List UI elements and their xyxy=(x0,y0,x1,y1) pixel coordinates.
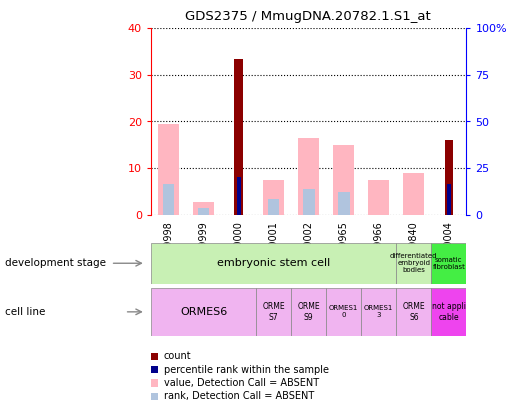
Bar xyxy=(263,180,284,215)
Text: ORME
S6: ORME S6 xyxy=(402,302,425,322)
Text: cell line: cell line xyxy=(5,307,46,317)
Bar xyxy=(151,288,256,336)
Bar xyxy=(151,243,396,284)
Bar xyxy=(163,184,174,215)
Text: not appli
cable: not appli cable xyxy=(432,302,466,322)
Text: count: count xyxy=(164,352,191,361)
Text: somatic
fibroblast: somatic fibroblast xyxy=(432,257,465,270)
Bar xyxy=(403,173,425,215)
Bar xyxy=(158,124,179,215)
Bar xyxy=(447,184,451,215)
Text: ORME
S7: ORME S7 xyxy=(262,302,285,322)
Bar xyxy=(303,190,314,215)
Bar xyxy=(236,177,241,215)
Bar xyxy=(291,288,326,336)
Bar xyxy=(193,202,214,215)
Text: embryonic stem cell: embryonic stem cell xyxy=(217,258,330,268)
Text: ORMES6: ORMES6 xyxy=(180,307,227,317)
Bar xyxy=(445,140,453,215)
Bar xyxy=(198,208,209,215)
Text: ORMES1
3: ORMES1 3 xyxy=(364,305,393,318)
Text: differentiated
embryoid
bodies: differentiated embryoid bodies xyxy=(390,253,438,273)
Text: percentile rank within the sample: percentile rank within the sample xyxy=(164,365,329,375)
Bar xyxy=(234,59,243,215)
Text: development stage: development stage xyxy=(5,258,107,268)
Bar xyxy=(333,145,354,215)
Bar xyxy=(396,288,431,336)
Bar xyxy=(338,192,350,215)
Text: value, Detection Call = ABSENT: value, Detection Call = ABSENT xyxy=(164,378,319,388)
Text: rank, Detection Call = ABSENT: rank, Detection Call = ABSENT xyxy=(164,392,314,401)
Bar xyxy=(396,243,431,284)
Bar xyxy=(256,288,291,336)
Text: ORME
S9: ORME S9 xyxy=(297,302,320,322)
Bar xyxy=(361,288,396,336)
Text: ORMES1
0: ORMES1 0 xyxy=(329,305,358,318)
Text: GDS2375 / MmugDNA.20782.1.S1_at: GDS2375 / MmugDNA.20782.1.S1_at xyxy=(184,10,430,23)
Bar xyxy=(431,288,466,336)
Bar xyxy=(268,199,279,215)
Bar xyxy=(368,180,390,215)
Bar xyxy=(431,243,466,284)
Bar xyxy=(298,138,319,215)
Bar xyxy=(326,288,361,336)
